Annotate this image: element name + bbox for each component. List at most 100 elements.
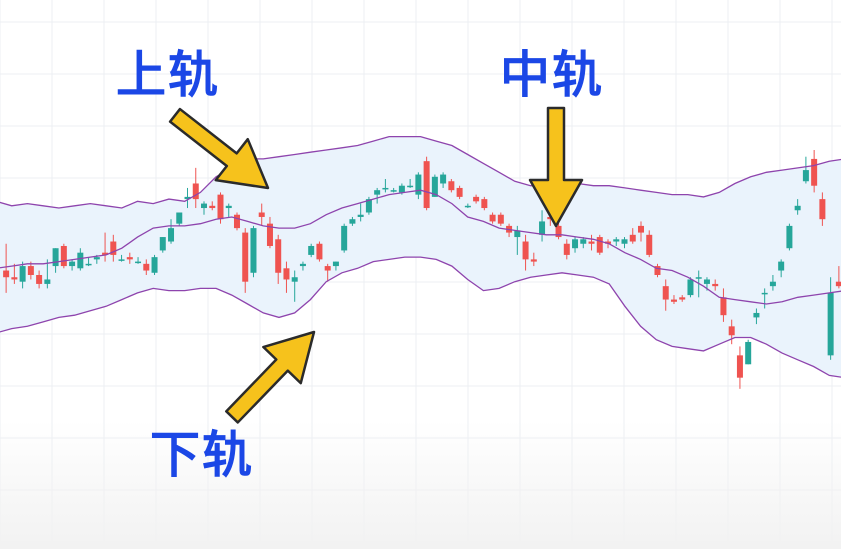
candle	[275, 234, 282, 284]
candle	[27, 261, 34, 280]
candle	[786, 223, 793, 251]
candle	[266, 216, 273, 249]
candle-body	[811, 158, 818, 186]
candle-body	[794, 205, 801, 211]
candle-body	[143, 263, 150, 271]
candle-body	[102, 252, 109, 255]
candle	[745, 339, 752, 365]
candle-body	[382, 187, 389, 190]
candle-body	[44, 279, 51, 284]
candle	[3, 243, 10, 293]
candle-body	[324, 266, 331, 271]
arrow-down-right-icon	[168, 107, 270, 190]
candle	[52, 248, 59, 273]
candle	[299, 261, 306, 271]
candle	[473, 194, 480, 204]
candle	[143, 259, 150, 275]
candle	[316, 241, 323, 262]
candle	[835, 266, 841, 289]
candle	[827, 277, 834, 360]
candlestick-series	[3, 150, 841, 389]
candle	[489, 212, 496, 224]
candle-body	[835, 281, 841, 287]
candle	[44, 259, 51, 289]
candle-body	[786, 225, 793, 249]
candle	[60, 243, 67, 269]
candle-body	[168, 228, 175, 242]
candle-body	[662, 286, 669, 300]
candle	[201, 201, 208, 215]
candle-body	[761, 292, 768, 295]
candle	[110, 234, 117, 262]
candle-body	[819, 199, 826, 220]
candle	[654, 263, 661, 278]
candle-body	[448, 181, 455, 191]
candle-body	[720, 297, 727, 316]
candle	[135, 257, 142, 264]
upper-band-line	[0, 135, 841, 209]
candle-body	[563, 243, 570, 255]
candle-body	[473, 196, 480, 202]
candle-body	[69, 261, 76, 267]
candle-body	[769, 281, 776, 287]
candle-body	[110, 241, 117, 255]
candle	[778, 259, 785, 278]
candle	[324, 263, 331, 282]
candle-body	[398, 185, 405, 193]
candle-body	[349, 219, 356, 224]
candle-body	[596, 237, 603, 253]
candle	[679, 295, 686, 302]
candle-body	[802, 170, 809, 182]
candle-body	[374, 190, 381, 195]
arrow-up-right-icon	[225, 330, 316, 424]
candle-body	[613, 239, 620, 242]
candle	[687, 277, 694, 298]
candle	[168, 219, 175, 244]
candle-body	[827, 292, 834, 356]
candle-body	[93, 257, 100, 260]
candle	[720, 288, 727, 322]
candle-body	[687, 279, 694, 296]
candle-body	[118, 259, 125, 261]
lower-band-line	[0, 256, 841, 378]
candle	[258, 203, 265, 226]
candle	[233, 212, 240, 231]
candle	[613, 237, 620, 246]
candle-body	[654, 266, 661, 275]
candle-body	[464, 205, 471, 208]
candle-body	[605, 241, 612, 244]
candle-body	[332, 261, 339, 267]
candle	[77, 248, 84, 271]
candle	[761, 288, 768, 309]
bottom-fade-overlay	[0, 420, 841, 549]
candle-body	[27, 266, 34, 275]
candle-body	[341, 225, 348, 251]
candle-body	[126, 257, 133, 260]
candle	[769, 275, 776, 291]
candle-body	[489, 214, 496, 222]
candle	[176, 212, 183, 226]
candle	[646, 230, 653, 258]
candle-body	[736, 355, 743, 378]
candle-body	[184, 196, 191, 200]
candle-body	[11, 277, 18, 280]
candle	[118, 254, 125, 262]
candle-body	[670, 299, 677, 302]
candle-body	[695, 277, 702, 279]
candle-body	[52, 248, 59, 267]
candle-body	[514, 230, 521, 238]
candle-body	[209, 205, 216, 209]
candle-body	[703, 279, 710, 284]
middle-band-label: 中轨	[500, 46, 604, 104]
candle-body	[60, 245, 67, 267]
candle	[159, 237, 166, 253]
upper-band-label: 上轨	[116, 46, 220, 104]
candle	[382, 179, 389, 193]
candle	[415, 172, 422, 200]
annotation-arrows	[168, 106, 584, 424]
candle	[390, 187, 397, 193]
candle-body	[176, 212, 183, 224]
candle-body	[588, 241, 595, 244]
candle	[440, 172, 447, 188]
candle-body	[275, 239, 282, 273]
